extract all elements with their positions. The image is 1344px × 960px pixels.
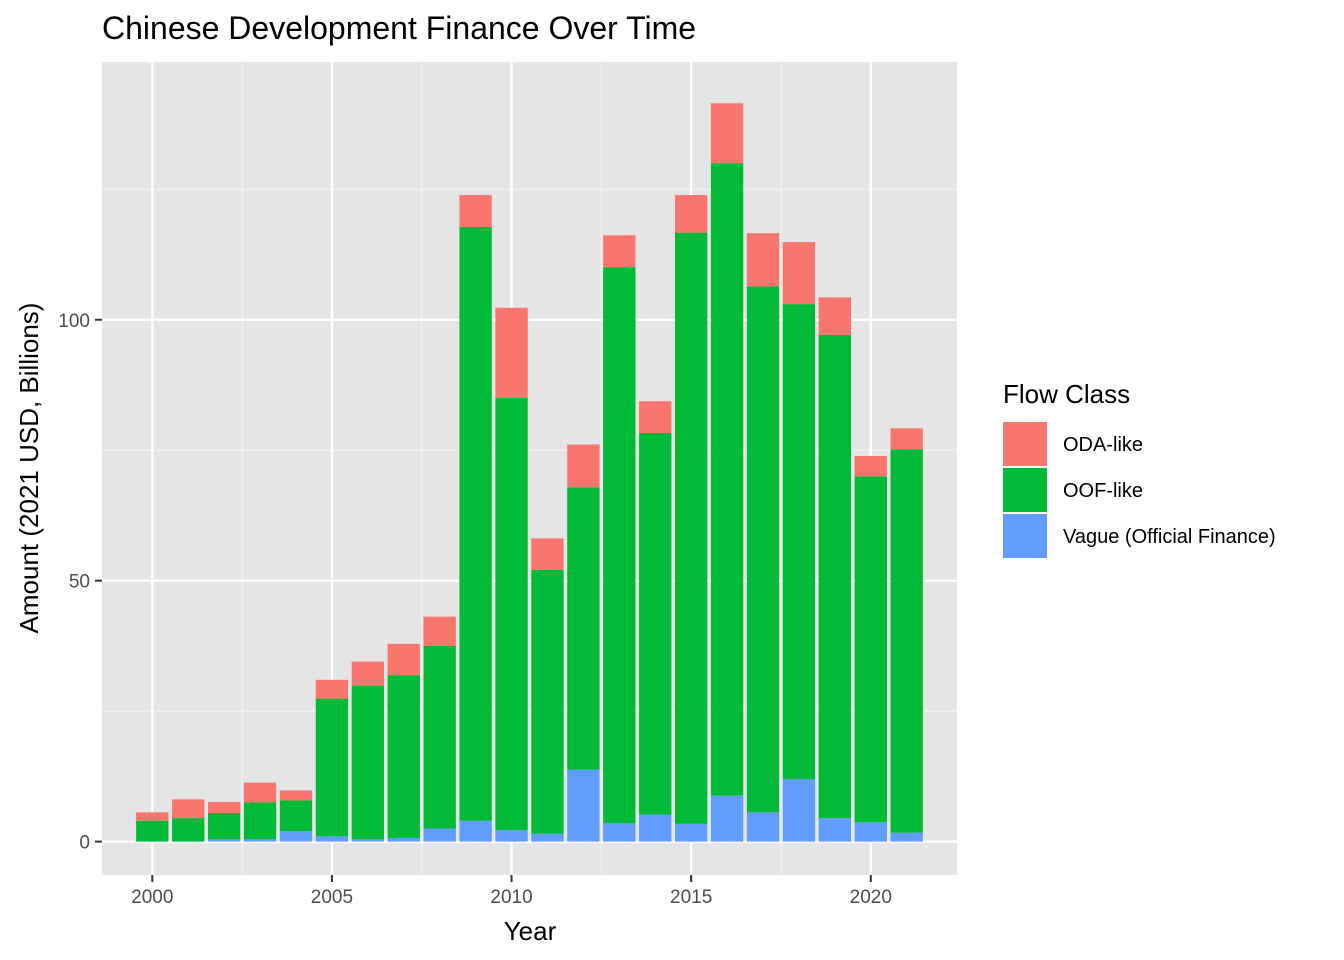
bar-oof-like-2011: [531, 569, 564, 834]
grid-minor: [102, 62, 957, 875]
bar-vague-official-finance-2010: [495, 830, 528, 842]
bar-oda-like-2008: [423, 616, 456, 646]
bar-oda-like-2003: [243, 782, 277, 803]
bar-vague-official-finance-2002: [207, 838, 241, 842]
bar-vague-official-finance-2004: [279, 831, 313, 842]
bar-oof-like-2000: [136, 820, 169, 842]
bar-oof-like-2019: [818, 334, 852, 819]
bar-oda-like-2012: [567, 444, 600, 488]
bar-oda-like-2020: [854, 455, 887, 477]
bar-oof-like-2009: [459, 226, 492, 821]
bar-vague-official-finance-2003: [243, 838, 277, 842]
bar-oof-like-2005: [315, 698, 349, 837]
bar-vague-official-finance-2016: [710, 795, 744, 842]
bar-oda-like-2016: [710, 103, 744, 164]
x-tick-label: 2005: [311, 887, 353, 908]
bar-oda-like-2005: [315, 679, 349, 699]
bar-oda-like-2019: [818, 297, 852, 335]
legend-key: [1003, 422, 1047, 466]
legend-title: Flow Class: [1003, 379, 1130, 409]
x-tick-label: 2015: [670, 887, 712, 908]
bar-vague-official-finance-2018: [782, 778, 816, 842]
bar-vague-official-finance-2020: [854, 822, 887, 842]
bar-oof-like-2021: [890, 449, 923, 833]
bar-oda-like-2018: [782, 242, 816, 305]
bar-oof-like-2007: [387, 675, 420, 838]
bar-oof-like-2018: [782, 304, 816, 779]
bar-oda-like-2015: [674, 195, 708, 233]
bar-oda-like-2000: [136, 812, 169, 821]
x-tick-label: 2020: [850, 887, 892, 908]
legend-label: OOF-like: [1063, 480, 1143, 502]
bar-oof-like-2020: [854, 476, 887, 823]
legend-key: [1003, 514, 1047, 558]
bar-oof-like-2017: [746, 286, 780, 813]
x-tick-label: 2010: [490, 887, 532, 908]
bar-oof-like-2001: [172, 818, 205, 842]
y-tick-label: 0: [79, 833, 90, 854]
bar-oof-like-2010: [495, 398, 528, 831]
legend-label: ODA-like: [1063, 434, 1143, 456]
bar-oda-like-2001: [172, 799, 205, 819]
bar-vague-official-finance-2008: [423, 828, 456, 842]
bar-vague-official-finance-2021: [890, 832, 923, 842]
bar-oda-like-2009: [459, 195, 492, 227]
x-tick-label: 2000: [131, 887, 173, 908]
bar-oda-like-2010: [495, 307, 528, 399]
bar-oof-like-2013: [603, 267, 636, 824]
bar-oda-like-2017: [746, 233, 780, 287]
bar-oof-like-2012: [567, 487, 600, 770]
y-axis-title: Amount (2021 USD, Billions): [14, 303, 44, 634]
bar-oof-like-2016: [710, 163, 744, 796]
bar-oda-like-2006: [351, 661, 385, 686]
chart-title: Chinese Development Finance Over Time: [102, 10, 696, 46]
bar-oda-like-2013: [603, 235, 636, 268]
bar-vague-official-finance-2007: [387, 837, 420, 842]
legend-label: Vague (Official Finance): [1063, 526, 1276, 548]
bar-vague-official-finance-2005: [315, 836, 349, 842]
bar-oof-like-2002: [207, 812, 241, 839]
bar-vague-official-finance-2017: [746, 812, 780, 842]
bar-oda-like-2007: [387, 643, 420, 676]
legend-key: [1003, 468, 1047, 512]
bar-vague-official-finance-2015: [674, 823, 708, 842]
bar-vague-official-finance-2006: [351, 838, 385, 842]
bar-oof-like-2014: [639, 433, 672, 815]
x-axis: 2000 2005 2010 2015 2020: [131, 875, 892, 908]
bar-oof-like-2015: [674, 232, 708, 824]
bar-oof-like-2006: [351, 685, 385, 839]
bar-oda-like-2021: [890, 428, 923, 450]
bar-vague-official-finance-2011: [531, 833, 564, 842]
y-tick-label: 100: [58, 311, 90, 332]
legend: Flow Class ODA-like OOF-like Vague (Offici…: [1003, 379, 1276, 558]
y-tick-label: 50: [69, 572, 90, 593]
bar-oda-like-2004: [279, 790, 313, 801]
bar-vague-official-finance-2012: [567, 769, 600, 842]
bar-oof-like-2004: [279, 800, 313, 832]
bar-vague-official-finance-2013: [603, 823, 636, 842]
bar-vague-official-finance-2009: [459, 820, 492, 842]
y-axis: 0 50 100: [58, 311, 102, 854]
x-axis-title: Year: [504, 916, 557, 946]
bar-oof-like-2008: [423, 645, 456, 829]
bar-oof-like-2003: [243, 802, 277, 839]
bar-oda-like-2011: [531, 538, 564, 570]
bar-oda-like-2014: [639, 401, 672, 434]
bar-vague-official-finance-2019: [818, 818, 852, 842]
bar-oda-like-2002: [207, 801, 241, 813]
bar-vague-official-finance-2014: [639, 814, 672, 842]
bars: [136, 103, 923, 842]
